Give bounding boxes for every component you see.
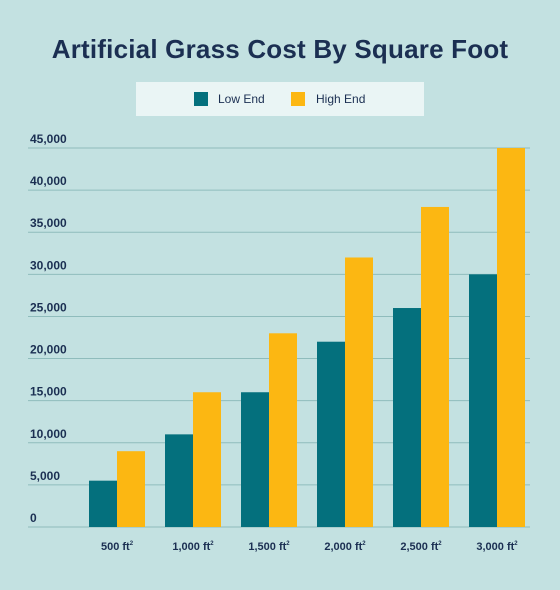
x-tick-label: 2,000 ft2 <box>324 541 366 553</box>
y-tick-label: 20,000 <box>30 343 67 357</box>
y-tick-label: 45,000 <box>30 132 67 146</box>
bar-low-end <box>469 274 497 527</box>
y-tick-label: 0 <box>30 511 37 525</box>
x-tick-label: 3,000 ft2 <box>476 541 518 553</box>
bar-high-end <box>421 206 449 527</box>
legend: Low End High End <box>136 82 424 116</box>
y-tick-label: 25,000 <box>30 300 67 314</box>
bar-high-end <box>497 148 525 527</box>
bar-low-end <box>165 434 193 527</box>
bar-low-end <box>241 392 269 527</box>
x-tick-label: 500 ft2 <box>101 541 134 553</box>
bar-low-end <box>393 308 421 527</box>
bar-high-end <box>345 257 373 527</box>
bar-low-end <box>317 341 345 527</box>
x-tick-label: 1,500 ft2 <box>248 541 290 553</box>
y-tick-label: 15,000 <box>30 385 67 399</box>
bar-low-end <box>89 480 117 527</box>
y-tick-label: 30,000 <box>30 258 67 272</box>
bar-high-end <box>193 392 221 527</box>
legend-swatch-low-end <box>194 92 208 106</box>
chart-title: Artificial Grass Cost By Square Foot <box>51 34 509 64</box>
legend-swatch-high-end <box>291 92 305 106</box>
bar-high-end <box>269 333 297 527</box>
bar-high-end <box>117 451 145 527</box>
x-tick-label: 1,000 ft2 <box>172 541 214 553</box>
y-tick-label: 40,000 <box>30 174 67 188</box>
legend-label-high-end: High End <box>316 92 366 106</box>
y-tick-label: 10,000 <box>30 427 67 441</box>
x-tick-label: 2,500 ft2 <box>400 541 442 553</box>
y-tick-label: 5,000 <box>30 469 60 483</box>
legend-label-low-end: Low End <box>218 92 265 106</box>
y-tick-label: 35,000 <box>30 216 67 230</box>
